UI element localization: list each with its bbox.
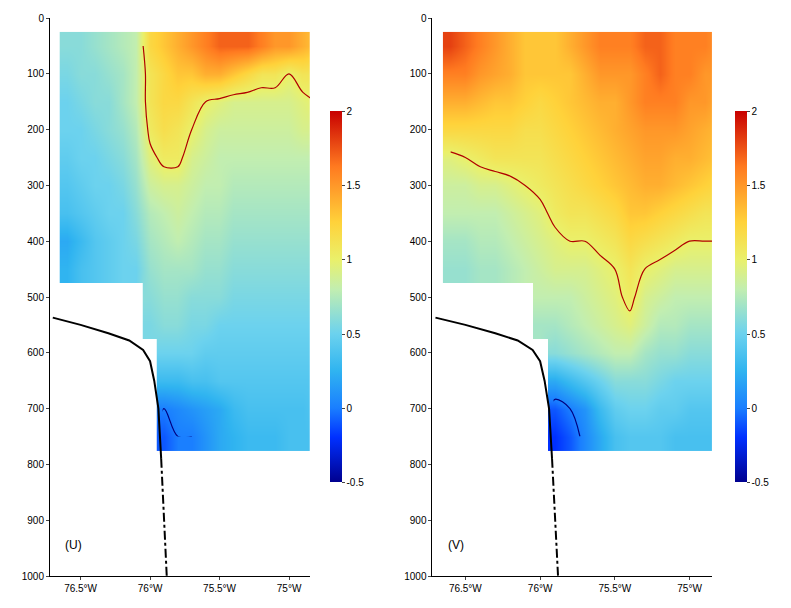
svg-text:(V): (V) [448, 538, 464, 552]
svg-text:75°W: 75°W [677, 583, 702, 594]
svg-text:75.5°W: 75.5°W [203, 583, 236, 594]
svg-text:100: 100 [410, 68, 427, 79]
svg-text:600: 600 [27, 347, 44, 358]
svg-text:200: 200 [27, 124, 44, 135]
svg-text:(U): (U) [65, 538, 82, 552]
svg-text:700: 700 [27, 403, 44, 414]
svg-text:1: 1 [347, 254, 353, 265]
svg-text:0.5: 0.5 [752, 329, 766, 340]
svg-text:75°W: 75°W [277, 583, 302, 594]
svg-text:800: 800 [27, 459, 44, 470]
svg-text:76°W: 76°W [138, 583, 163, 594]
svg-text:300: 300 [27, 180, 44, 191]
svg-text:76.5°W: 76.5°W [449, 583, 482, 594]
svg-text:900: 900 [27, 515, 44, 526]
svg-text:400: 400 [27, 236, 44, 247]
svg-text:2: 2 [752, 106, 758, 117]
svg-text:500: 500 [27, 292, 44, 303]
svg-text:75.5°W: 75.5°W [598, 583, 631, 594]
svg-text:76°W: 76°W [528, 583, 553, 594]
svg-text:800: 800 [410, 459, 427, 470]
svg-text:1000: 1000 [22, 571, 45, 582]
svg-text:0: 0 [421, 13, 427, 24]
svg-text:900: 900 [410, 515, 427, 526]
svg-text:0: 0 [752, 403, 758, 414]
svg-text:0.5: 0.5 [347, 329, 361, 340]
svg-text:-0.5: -0.5 [752, 477, 770, 488]
svg-text:700: 700 [410, 403, 427, 414]
svg-text:200: 200 [410, 124, 427, 135]
svg-text:300: 300 [410, 180, 427, 191]
svg-text:76.5°W: 76.5°W [64, 583, 97, 594]
svg-text:600: 600 [410, 347, 427, 358]
svg-text:400: 400 [410, 236, 427, 247]
svg-text:1: 1 [752, 254, 758, 265]
svg-text:2: 2 [347, 106, 353, 117]
svg-text:1000: 1000 [404, 571, 427, 582]
svg-text:1.5: 1.5 [347, 180, 361, 191]
svg-text:0: 0 [347, 403, 353, 414]
svg-text:0: 0 [38, 13, 44, 24]
svg-text:500: 500 [410, 292, 427, 303]
svg-text:1.5: 1.5 [752, 180, 766, 191]
svg-text:-0.5: -0.5 [347, 477, 365, 488]
svg-text:100: 100 [27, 68, 44, 79]
